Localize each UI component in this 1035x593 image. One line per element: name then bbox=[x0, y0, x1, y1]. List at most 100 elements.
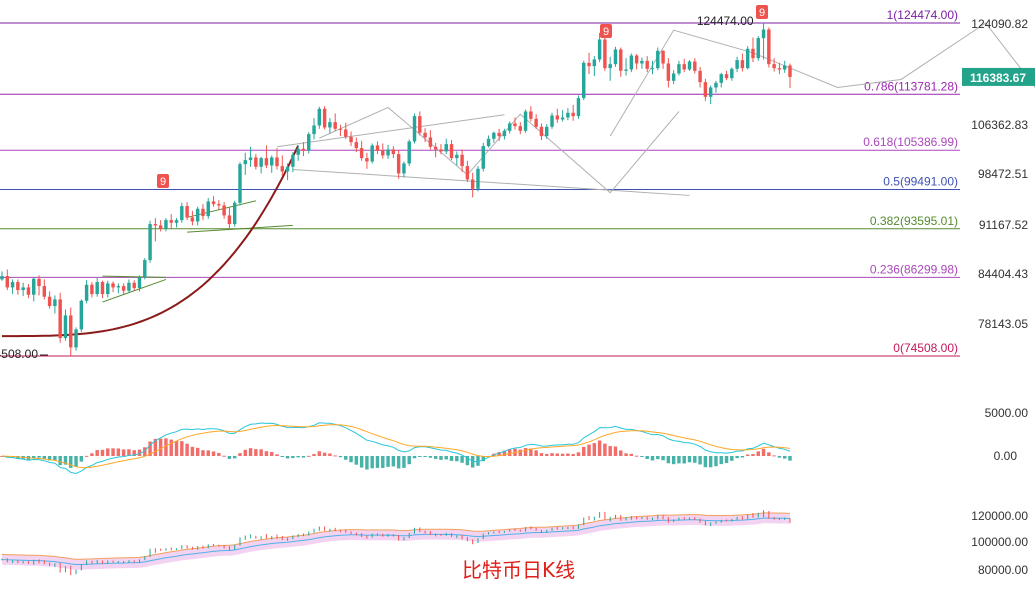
candle-body bbox=[693, 61, 697, 71]
candle-body bbox=[640, 60, 644, 64]
candle-body bbox=[507, 123, 512, 131]
macd-bar bbox=[53, 456, 57, 461]
candle-body bbox=[32, 278, 36, 295]
candle-body bbox=[275, 157, 279, 167]
candle-body bbox=[412, 116, 417, 142]
macd-bar bbox=[285, 456, 290, 459]
macd-bar bbox=[714, 456, 718, 467]
candle-body bbox=[756, 38, 760, 59]
macd-bar bbox=[195, 447, 200, 456]
chart-caption: 比特币日K线 bbox=[462, 558, 576, 582]
candle-body bbox=[767, 29, 771, 65]
td-nine-badge bbox=[157, 174, 169, 188]
macd-bar bbox=[370, 456, 374, 469]
candle-body bbox=[518, 126, 523, 131]
macd-bar bbox=[650, 456, 655, 461]
macd-bar bbox=[312, 454, 316, 456]
candle-body bbox=[386, 149, 390, 156]
candle-body bbox=[211, 201, 216, 205]
candle-body bbox=[476, 168, 480, 189]
macd-bar bbox=[307, 455, 311, 457]
candle-body bbox=[63, 315, 68, 339]
candle-body bbox=[555, 115, 560, 120]
td-nine-marker: 9 bbox=[157, 174, 169, 188]
candle-body bbox=[238, 164, 242, 203]
macd-bar bbox=[460, 456, 464, 463]
candle-body bbox=[127, 282, 131, 291]
candle-body bbox=[592, 59, 597, 67]
macd-bar bbox=[79, 456, 84, 462]
macd-bar bbox=[190, 446, 195, 456]
macd-bar bbox=[291, 456, 295, 459]
candle-body bbox=[708, 87, 713, 97]
macd-bar bbox=[127, 449, 131, 456]
candle-body bbox=[772, 64, 776, 69]
fib-label: 0.382(93595.01) bbox=[870, 214, 958, 228]
macd-bar bbox=[767, 452, 771, 456]
band-tick: 100000.00 bbox=[971, 535, 1028, 549]
candle-body bbox=[656, 50, 660, 69]
macd-bar bbox=[386, 456, 390, 467]
macd-bar bbox=[143, 447, 147, 456]
candle-body bbox=[534, 118, 538, 127]
candles bbox=[0, 23, 792, 357]
macd-bar bbox=[74, 456, 78, 467]
candle-body bbox=[269, 157, 274, 166]
candle-body bbox=[582, 62, 586, 99]
candle-body bbox=[69, 315, 73, 348]
macd-bar bbox=[153, 438, 158, 456]
candle-body bbox=[571, 112, 575, 117]
candle-body bbox=[370, 145, 374, 162]
candle-body bbox=[206, 201, 210, 217]
candle-body bbox=[745, 48, 750, 69]
macd-bar bbox=[396, 456, 401, 469]
zigzag-path bbox=[319, 106, 680, 194]
candle-body bbox=[322, 108, 327, 128]
macd-bar bbox=[719, 456, 723, 465]
candle-body bbox=[291, 154, 295, 167]
macd-bar bbox=[428, 456, 433, 458]
candle-body bbox=[328, 122, 332, 128]
candle-body bbox=[788, 65, 792, 77]
macd-bar bbox=[174, 441, 179, 456]
triangle-line bbox=[187, 224, 293, 233]
macd-bar bbox=[624, 453, 628, 456]
td-nine-label: 9 bbox=[160, 176, 166, 188]
macd-bar bbox=[206, 450, 210, 456]
macd-bar bbox=[682, 456, 686, 464]
candle-body bbox=[190, 217, 195, 222]
macd-bar bbox=[111, 448, 115, 456]
macd-bar bbox=[164, 438, 168, 456]
candle-body bbox=[619, 49, 623, 71]
macd-bar bbox=[545, 453, 549, 456]
macd-bar bbox=[248, 448, 253, 456]
price-tick: 124090.82 bbox=[971, 17, 1028, 31]
candle-body bbox=[195, 208, 200, 222]
macd-bar bbox=[566, 453, 570, 456]
candle-body bbox=[460, 154, 464, 167]
candle-body bbox=[677, 64, 681, 74]
candle-body bbox=[603, 39, 607, 69]
band-pane: 120000.00 100000.00 80000.00 bbox=[1, 509, 1028, 577]
macd-tick: 5000.00 bbox=[985, 406, 1029, 420]
macd-bar bbox=[344, 456, 348, 460]
candle-body bbox=[42, 286, 47, 297]
macd-bar bbox=[375, 456, 380, 468]
macd-bar bbox=[698, 456, 702, 465]
macd-bar bbox=[587, 444, 591, 456]
macd-bar bbox=[788, 456, 792, 461]
candle-body bbox=[529, 111, 533, 119]
candle-body bbox=[5, 276, 10, 288]
candle-body bbox=[465, 166, 470, 180]
macd-bar bbox=[158, 438, 163, 456]
macd-bar bbox=[407, 456, 411, 465]
macd-bar bbox=[328, 453, 332, 456]
macd-bar bbox=[296, 456, 300, 458]
macd-bar bbox=[455, 456, 459, 462]
macd-bar bbox=[259, 449, 263, 456]
candle-body bbox=[174, 220, 179, 223]
macd-bar bbox=[95, 450, 99, 456]
macd-bar bbox=[121, 449, 126, 456]
candle-body bbox=[285, 166, 290, 172]
